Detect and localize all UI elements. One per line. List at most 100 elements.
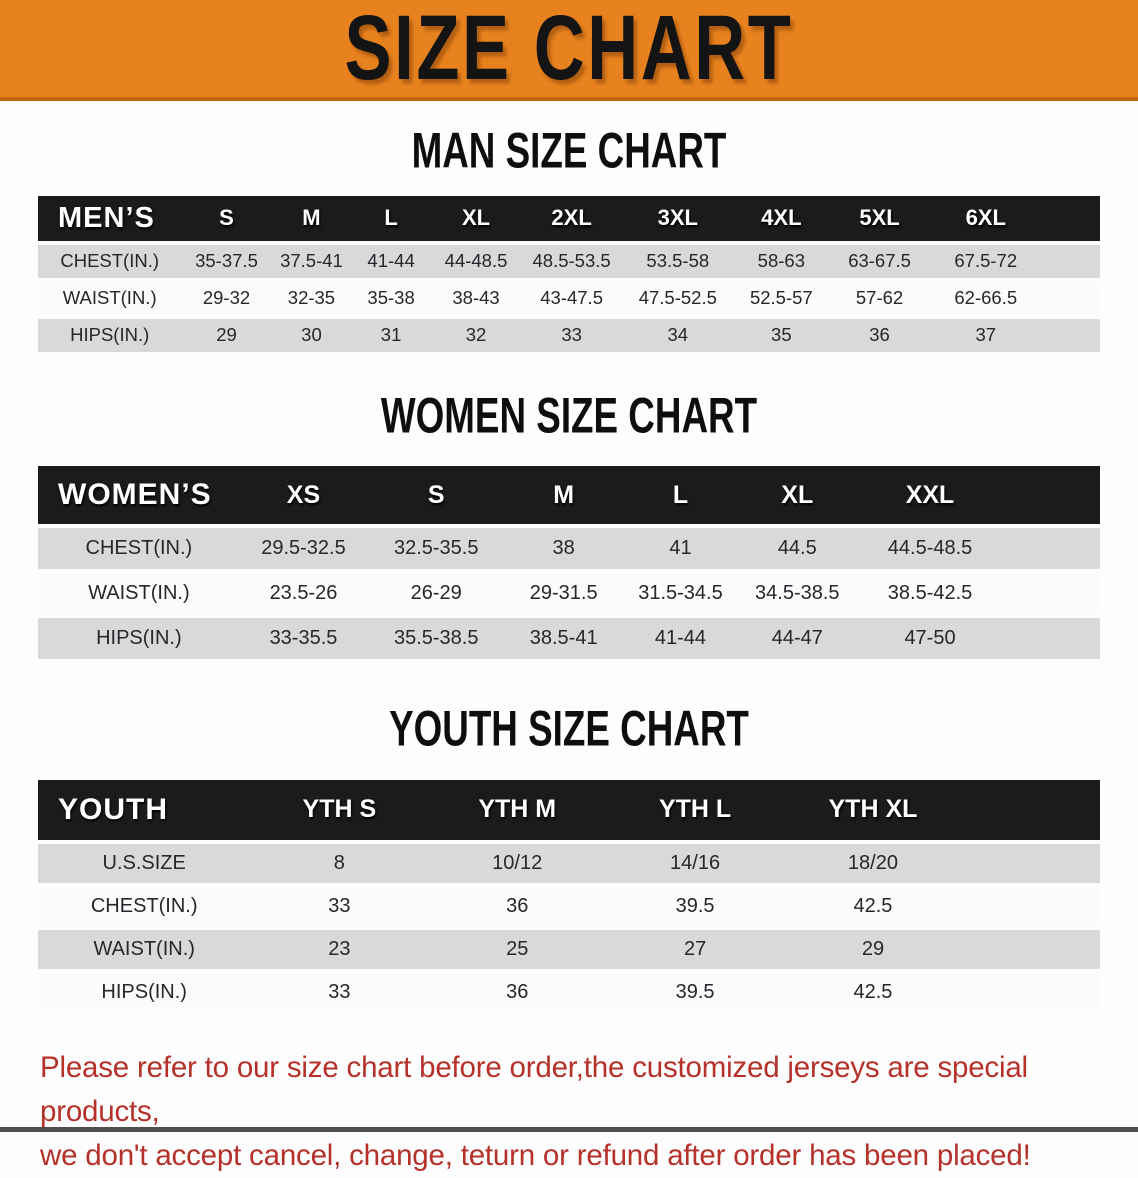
banner: SIZE CHART (0, 0, 1138, 101)
size-cell: 67.5-72 (930, 244, 1042, 278)
size-cell: 35-38 (351, 281, 431, 315)
column-header: S (367, 466, 506, 525)
spacer-cell (961, 886, 1100, 926)
size-cell: 36 (829, 318, 930, 352)
column-header: L (622, 466, 739, 525)
size-cell: 23.5-26 (239, 573, 368, 615)
size-cell: 44.5 (738, 528, 856, 570)
size-cell: 57-62 (829, 281, 930, 315)
size-cell: 29 (784, 929, 962, 969)
spacer-cell (961, 843, 1100, 883)
size-cell: 29 (181, 318, 272, 352)
size-cell: 38.5-42.5 (855, 573, 1005, 615)
size-cell: 30 (271, 318, 352, 352)
size-cell: 32 (430, 318, 522, 352)
size-cell: 35-37.5 (181, 244, 272, 278)
spacer-cell (1004, 466, 1100, 525)
column-header: 5XL (829, 195, 930, 241)
youth-header-row: YOUTH YTH S YTH M YTH L YTH XL (38, 779, 1100, 840)
table-row: CHEST(IN.) 35-37.5 37.5-41 41-44 44-48.5… (38, 244, 1100, 278)
size-cell: 42.5 (784, 972, 962, 1012)
size-cell: 44.5-48.5 (855, 528, 1005, 570)
spacer-cell (1041, 318, 1100, 352)
spacer-cell (1004, 528, 1100, 570)
row-label: U.S.SIZE (38, 843, 251, 883)
size-cell: 39.5 (606, 886, 785, 926)
size-cell: 27 (606, 929, 785, 969)
column-header: XXL (855, 466, 1005, 525)
column-header: YTH S (250, 779, 429, 840)
spacer-cell (961, 779, 1100, 840)
size-cell: 29.5-32.5 (239, 528, 368, 570)
column-header: YTH L (606, 779, 785, 840)
size-cell: 38.5-41 (505, 618, 623, 660)
size-cell: 37.5-41 (271, 244, 352, 278)
size-cell: 36 (428, 886, 607, 926)
men-header-row: MEN’S S M L XL 2XL 3XL 4XL 5XL 6XL (38, 195, 1100, 241)
size-cell: 32.5-35.5 (367, 528, 506, 570)
column-header: M (271, 195, 352, 241)
column-header: L (351, 195, 431, 241)
youth-size-table: YOUTH YTH S YTH M YTH L YTH XL U.S.SIZE … (38, 776, 1100, 1016)
row-label: HIPS(IN.) (38, 972, 251, 1012)
size-cell: 42.5 (784, 886, 962, 926)
spacer-cell (1041, 195, 1100, 241)
size-cell: 34.5-38.5 (738, 573, 856, 615)
size-cell: 10/12 (428, 843, 607, 883)
column-header: S (181, 195, 272, 241)
size-cell: 43-47.5 (521, 281, 623, 315)
spacer-cell (1041, 281, 1100, 315)
size-cell: 63-67.5 (829, 244, 930, 278)
size-cell: 29-31.5 (505, 573, 623, 615)
size-cell: 62-66.5 (930, 281, 1042, 315)
size-cell: 53.5-58 (622, 244, 734, 278)
size-cell: 32-35 (271, 281, 352, 315)
row-label: WAIST(IN.) (38, 929, 251, 969)
size-cell: 38-43 (430, 281, 522, 315)
size-cell: 8 (250, 843, 429, 883)
size-cell: 52.5-57 (733, 281, 830, 315)
women-size-table: WOMEN’S XS S M L XL XXL CHEST(IN.) 29.5-… (38, 462, 1100, 663)
women-header-row: WOMEN’S XS S M L XL XXL (38, 466, 1100, 525)
disclaimer: Please refer to our size chart before or… (40, 1046, 1138, 1178)
disclaimer-line-2: we don't accept cancel, change, teturn o… (40, 1138, 1031, 1172)
size-cell: 41 (622, 528, 739, 570)
size-cell: 48.5-53.5 (521, 244, 623, 278)
spacer-cell (961, 972, 1100, 1012)
size-cell: 47-50 (855, 618, 1005, 660)
table-row: WAIST(IN.) 23.5-26 26-29 29-31.5 31.5-34… (38, 573, 1100, 615)
spacer-cell (1041, 244, 1100, 278)
banner-title: SIZE CHART (344, 0, 794, 99)
size-cell: 41-44 (351, 244, 431, 278)
size-cell: 14/16 (606, 843, 785, 883)
table-row: CHEST(IN.) 33 36 39.5 42.5 (38, 886, 1100, 926)
size-cell: 26-29 (367, 573, 506, 615)
spacer-cell (1004, 618, 1100, 660)
size-cell: 58-63 (733, 244, 830, 278)
men-section-title: MAN SIZE CHART (411, 121, 727, 179)
spacer-cell (961, 929, 1100, 969)
men-size-table: MEN’S S M L XL 2XL 3XL 4XL 5XL 6XL CHEST… (38, 192, 1100, 356)
size-cell: 35 (733, 318, 830, 352)
row-label: HIPS(IN.) (38, 618, 240, 660)
row-label: CHEST(IN.) (38, 244, 182, 278)
size-cell: 31.5-34.5 (622, 573, 739, 615)
table-row: HIPS(IN.) 33-35.5 35.5-38.5 38.5-41 41-4… (38, 618, 1100, 660)
column-header: XS (239, 466, 368, 525)
table-row: CHEST(IN.) 29.5-32.5 32.5-35.5 38 41 44.… (38, 528, 1100, 570)
table-row: HIPS(IN.) 29 30 31 32 33 34 35 36 37 (38, 318, 1100, 352)
column-header: 6XL (930, 195, 1042, 241)
column-header: 2XL (521, 195, 623, 241)
size-cell: 33-35.5 (239, 618, 368, 660)
size-cell: 25 (428, 929, 607, 969)
size-cell: 35.5-38.5 (367, 618, 506, 660)
row-label: WAIST(IN.) (38, 281, 182, 315)
men-table-name: MEN’S (38, 195, 182, 241)
size-cell: 37 (930, 318, 1042, 352)
size-cell: 36 (428, 972, 607, 1012)
size-cell: 38 (505, 528, 623, 570)
size-cell: 44-48.5 (430, 244, 522, 278)
size-cell: 44-47 (738, 618, 856, 660)
size-cell: 18/20 (784, 843, 962, 883)
column-header: M (505, 466, 623, 525)
